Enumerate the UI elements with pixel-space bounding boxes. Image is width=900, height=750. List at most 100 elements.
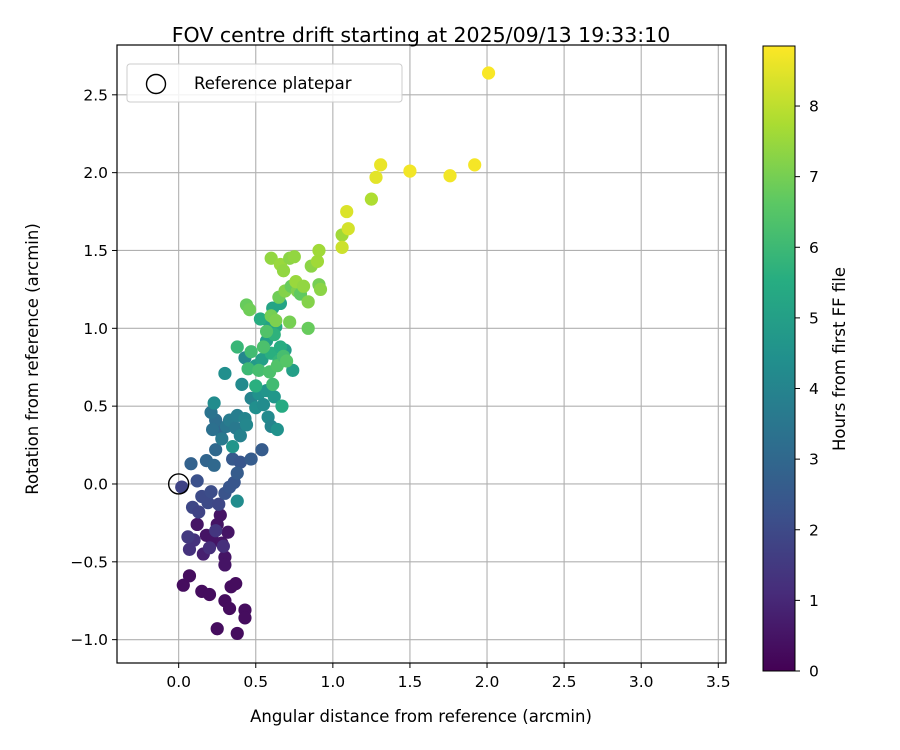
colorbar-tick-label: 2	[809, 521, 819, 539]
data-point	[216, 539, 230, 553]
data-point	[209, 524, 223, 538]
x-axis-label: Angular distance from reference (arcmin)	[250, 707, 592, 726]
data-point	[210, 622, 224, 636]
data-point	[221, 525, 235, 539]
x-tick-label: 1.0	[321, 673, 346, 691]
data-point	[276, 264, 291, 278]
y-tick-label: 0.5	[83, 398, 108, 416]
data-point	[403, 164, 417, 178]
data-point	[182, 542, 197, 556]
colorbar-tick-label: 5	[809, 309, 819, 327]
data-point	[204, 485, 218, 499]
data-point	[313, 282, 328, 296]
legend-marker	[145, 73, 167, 95]
data-point	[213, 508, 227, 522]
colorbar-tick-label: 1	[809, 592, 819, 610]
data-point	[230, 494, 244, 508]
y-tick-label: 2.5	[83, 86, 108, 104]
data-point	[259, 324, 274, 339]
data-points	[175, 66, 496, 641]
grid-lines	[117, 45, 726, 663]
colorbar-tick-label: 4	[809, 380, 819, 398]
data-point	[266, 377, 280, 391]
colorbar-label: Hours from first FF file	[830, 267, 849, 451]
data-point	[244, 452, 258, 466]
data-point	[222, 601, 237, 616]
data-point	[233, 455, 247, 469]
data-point	[255, 443, 269, 457]
data-point	[364, 192, 378, 206]
data-point	[202, 541, 217, 555]
colorbar-ticks: 0 1 2 3 4 5 6 7 8	[795, 98, 819, 681]
y-axis-ticks: −1.0 −0.5 0.0 0.5 1.0 1.5 2.0 2.5	[70, 86, 117, 649]
data-point	[481, 66, 496, 80]
y-axis-label: Rotation from reference (arcmin)	[23, 223, 42, 495]
data-point	[190, 474, 204, 488]
data-point	[286, 363, 300, 377]
data-point	[301, 321, 315, 335]
data-point	[175, 480, 189, 494]
data-point	[207, 458, 221, 472]
y-tick-label: −0.5	[70, 553, 108, 571]
data-point	[252, 363, 266, 377]
y-tick-label: −1.0	[70, 631, 108, 649]
colorbar-tick-label: 3	[809, 451, 819, 469]
data-point	[209, 443, 223, 457]
reference-marker	[167, 473, 190, 495]
data-point	[184, 457, 198, 471]
data-point	[235, 377, 249, 391]
data-point	[267, 390, 281, 404]
legend: Reference platepar	[126, 63, 403, 103]
y-tick-label: 0.0	[83, 475, 108, 493]
data-point	[249, 379, 263, 393]
data-point	[233, 429, 247, 443]
x-axis-ticks: 0.0 0.5 1.0 1.5 2.0 2.5 3.0 3.5	[166, 663, 731, 691]
data-point	[275, 399, 289, 413]
data-point	[264, 251, 278, 265]
data-point	[296, 279, 311, 293]
data-point	[218, 558, 232, 572]
chart-title: FOV centre drift starting at 2025/09/13 …	[172, 23, 671, 47]
data-point	[341, 222, 355, 236]
data-point	[269, 313, 283, 328]
colorbar-tick-label: 0	[809, 663, 819, 681]
data-point	[241, 362, 255, 376]
x-tick-label: 2.0	[475, 673, 500, 691]
x-tick-label: 3.5	[706, 673, 731, 691]
x-tick-label: 0.5	[243, 673, 268, 691]
data-point	[253, 312, 267, 326]
y-tick-label: 1.5	[83, 242, 108, 260]
data-point	[256, 340, 271, 354]
colorbar-tick-label: 7	[809, 168, 819, 186]
data-point	[242, 303, 257, 317]
data-point	[279, 354, 294, 368]
data-point	[205, 422, 220, 437]
plot-frame	[116, 44, 727, 664]
data-point	[230, 626, 244, 641]
colorbar-tick-label: 6	[809, 239, 819, 257]
data-point	[369, 170, 383, 184]
data-point	[255, 352, 269, 367]
data-point	[287, 250, 301, 264]
data-point	[192, 505, 206, 519]
data-point	[190, 517, 204, 532]
data-point	[374, 158, 388, 172]
data-point	[239, 418, 254, 432]
data-point	[310, 254, 325, 268]
data-point	[218, 366, 232, 381]
x-tick-label: 1.5	[398, 673, 423, 691]
data-point	[335, 240, 349, 254]
data-point	[201, 496, 215, 510]
data-point	[468, 158, 482, 172]
data-point	[340, 204, 354, 219]
data-point	[181, 530, 195, 544]
x-tick-label: 2.5	[552, 673, 577, 691]
data-point	[301, 295, 315, 309]
data-point	[230, 466, 244, 480]
y-tick-label: 1.0	[83, 320, 108, 338]
legend-box	[126, 63, 403, 103]
data-point	[202, 587, 217, 602]
legend-entry: Reference platepar	[194, 74, 352, 93]
data-point	[215, 432, 229, 446]
x-tick-label: 3.0	[629, 673, 654, 691]
